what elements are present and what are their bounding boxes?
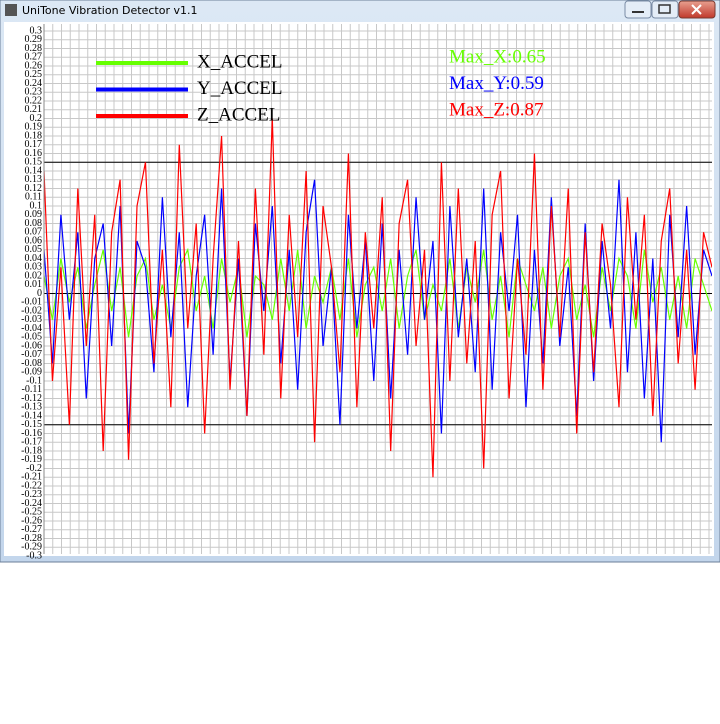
y-tick-label: -0.05	[21, 332, 42, 343]
max-label: Max_X:0.65	[449, 46, 546, 67]
y-tick-label: 0.12	[25, 183, 43, 194]
y-tick-label: -0.01	[21, 297, 42, 308]
y-tick-label: -0.25	[21, 507, 42, 518]
y-tick-label: -0.13	[21, 402, 42, 413]
y-tick-label: 0.11	[25, 192, 42, 203]
series-line	[44, 247, 712, 338]
y-tick-label: -0.22	[21, 480, 42, 491]
y-tick-label: 0.3	[30, 25, 43, 36]
y-tick-label: -0.02	[21, 305, 42, 316]
max-label: Max_Y:0.59	[449, 73, 544, 94]
legend-label: Z_ACCEL	[197, 104, 280, 125]
y-tick-label: 0.06	[25, 235, 43, 246]
y-tick-label: 0.23	[25, 87, 43, 98]
y-tick-label: 0.19	[25, 122, 43, 133]
y-tick-label: -0.03	[21, 314, 42, 325]
y-tick-label: 0.16	[25, 148, 43, 159]
y-tick-label: 0.03	[25, 262, 43, 273]
y-tick-label: 0.01	[25, 279, 43, 290]
y-tick-label: -0.19	[21, 454, 42, 465]
y-tick-label: 0.13	[25, 174, 43, 185]
y-tick-label: 0.2	[30, 113, 43, 124]
y-tick-label: 0.02	[25, 270, 43, 281]
y-tick-label: -0.21	[21, 472, 42, 483]
y-tick-label: -0.14	[21, 410, 42, 421]
plot	[44, 118, 712, 478]
close-icon	[691, 4, 702, 15]
maximize-button[interactable]	[651, 0, 679, 19]
y-tick-label: -0.3	[26, 550, 42, 561]
y-tick-label: -0.11	[22, 384, 42, 395]
y-tick-label: -0.28	[21, 533, 42, 544]
legend-label: X_ACCEL	[197, 51, 283, 72]
y-tick-label: 0.22	[25, 95, 43, 106]
y-tick-label: 0.09	[25, 209, 43, 220]
labels: 0.30.290.280.270.260.250.240.230.220.210…	[21, 24, 546, 561]
series-line	[44, 118, 712, 478]
y-tick-label: -0.09	[21, 367, 42, 378]
y-tick-label: -0.24	[21, 498, 42, 509]
y-tick-label: -0.04	[21, 323, 42, 334]
maximize-icon	[658, 4, 671, 14]
y-tick-label: 0.15	[25, 157, 43, 168]
y-tick-label: -0.2	[26, 463, 42, 474]
y-tick-label: 0.05	[25, 244, 43, 255]
y-tick-label: 0.07	[25, 227, 43, 238]
y-tick-label: 0.18	[25, 130, 43, 141]
y-tick-label: 0.25	[25, 69, 43, 80]
y-tick-label: -0.23	[21, 489, 42, 500]
y-tick-label: -0.16	[21, 428, 42, 439]
y-tick-label: 0.24	[25, 78, 43, 89]
max-label: Max_Z:0.87	[449, 99, 543, 120]
legend-label: Y_ACCEL	[197, 78, 283, 99]
y-tick-label: -0.15	[21, 419, 42, 430]
y-tick-label: -0.1	[26, 375, 42, 386]
y-tick-label: -0.08	[21, 358, 42, 369]
y-tick-label: 0.28	[25, 43, 43, 54]
y-tick-label: 0.26	[25, 60, 43, 71]
window-title: UniTone Vibration Detector v1.1	[22, 4, 197, 17]
y-tick-label: 0.1	[30, 200, 43, 211]
y-tick-label: -0.18	[21, 445, 42, 456]
y-tick-label: -0.29	[21, 542, 42, 553]
y-tick-label: -0.17	[21, 437, 42, 448]
minimize-button[interactable]	[624, 0, 652, 19]
app-icon	[5, 4, 17, 16]
y-tick-label: -0.26	[21, 515, 42, 526]
y-tick-label: 0.29	[25, 34, 43, 45]
y-tick-label: 0.27	[25, 52, 43, 63]
y-tick-label: -0.12	[21, 393, 42, 404]
y-tick-label: 0.14	[25, 165, 43, 176]
y-tick-label: 0.17	[25, 139, 43, 150]
y-tick-label: -0.07	[21, 349, 42, 360]
y-tick-label: -0.06	[21, 340, 42, 351]
grid	[44, 24, 712, 554]
y-tick-label: -0.27	[21, 524, 42, 535]
y-tick-label: 0.04	[25, 253, 43, 264]
y-tick-label: 0.08	[25, 218, 43, 229]
y-tick-label: 0.21	[25, 104, 43, 115]
y-tick-label: 0	[37, 288, 42, 299]
